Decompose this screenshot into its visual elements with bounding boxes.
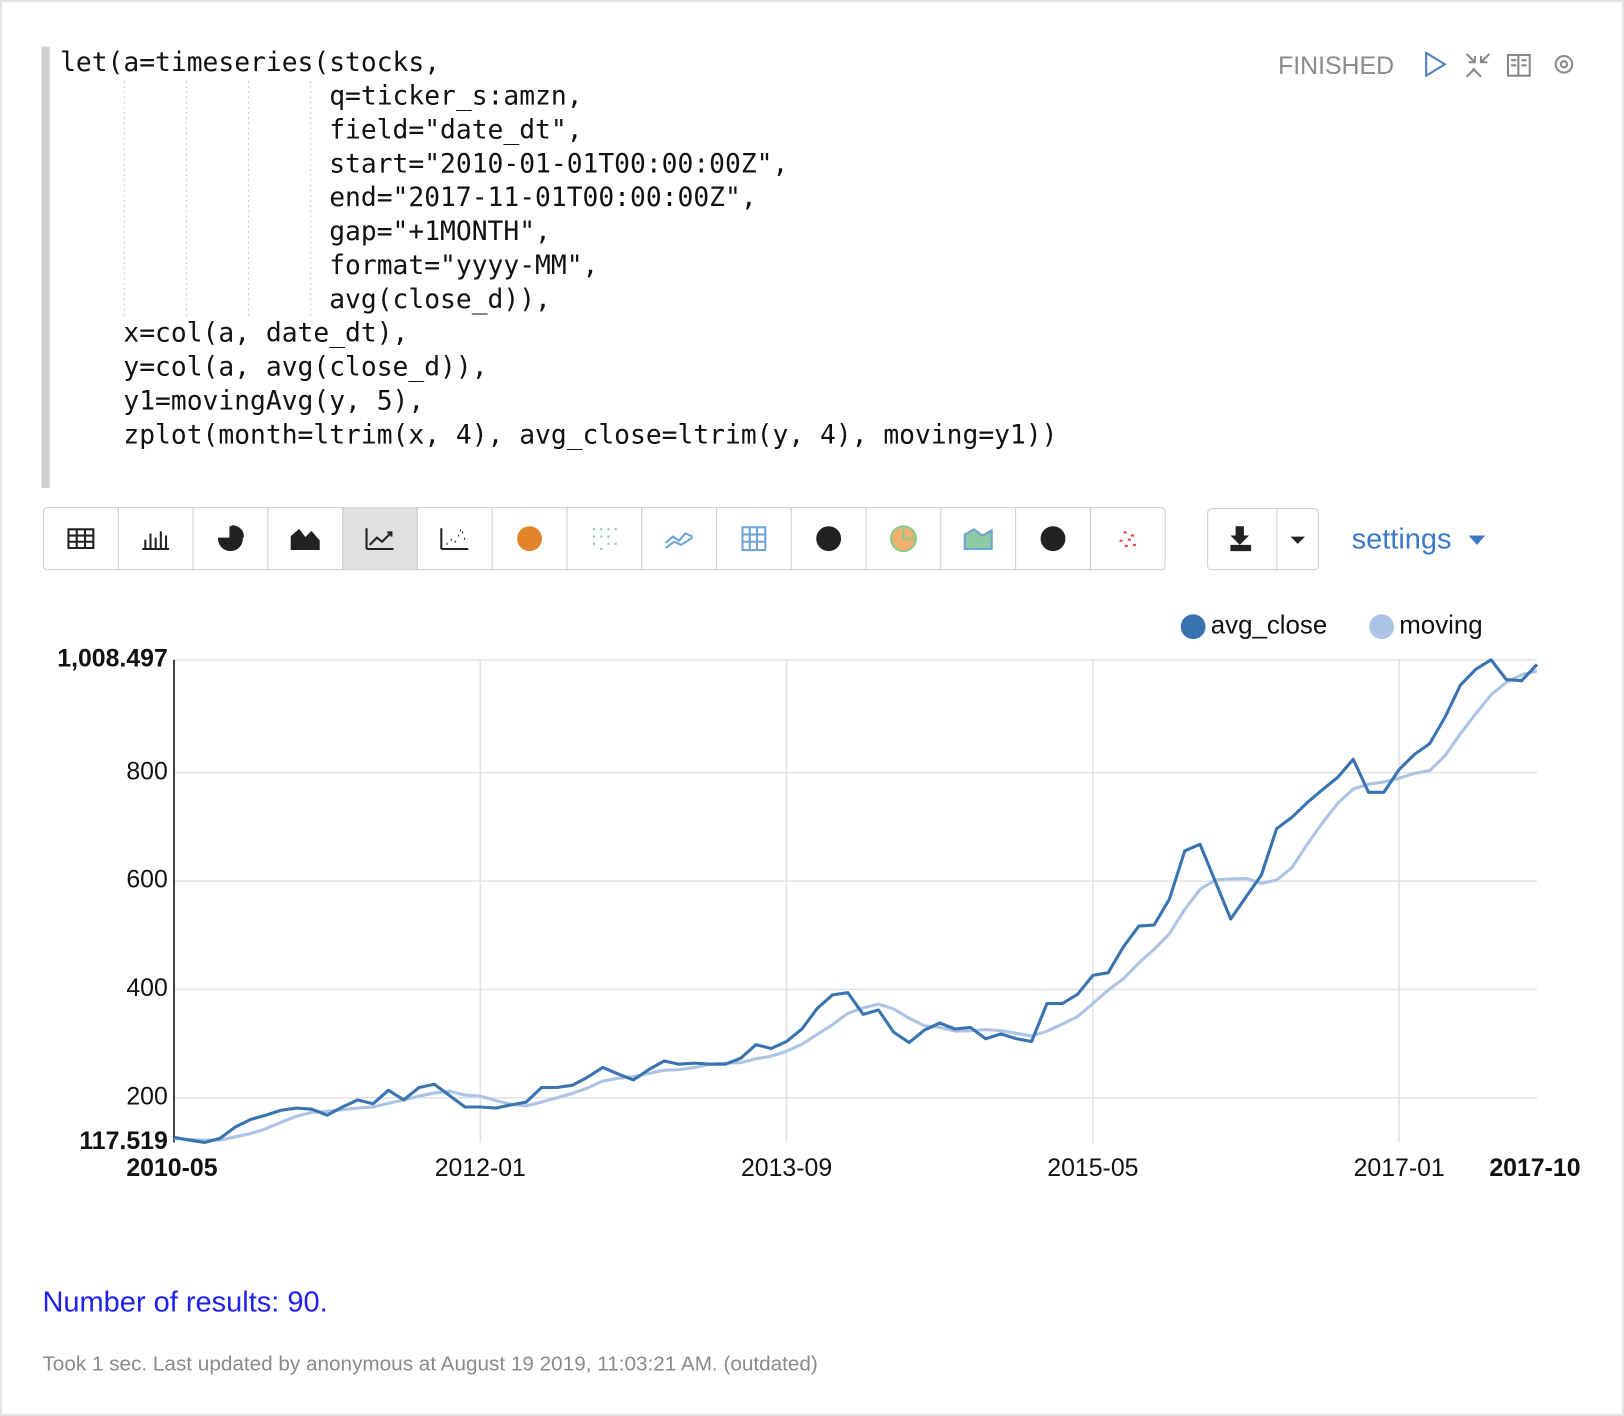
toolbar-icon xyxy=(741,526,767,552)
code-bar xyxy=(41,46,50,488)
line-chart: 117.519 200 400 600 800 1,008.497 2010-05 2012-… xyxy=(57,612,1580,1182)
toolbar-icon xyxy=(517,526,542,552)
toolbar-icon xyxy=(816,526,842,552)
toolbar-icon xyxy=(67,528,95,550)
collapse-button[interactable] xyxy=(1465,53,1491,78)
toolbar-button[interactable] xyxy=(44,508,119,570)
x-tick-label: 2015-05 xyxy=(1047,1155,1138,1182)
series-line xyxy=(173,658,1539,1145)
toolbar-icon xyxy=(664,532,694,549)
code-line: let(a=timeseries(stocks, xyxy=(60,48,440,78)
download-button[interactable] xyxy=(1207,508,1319,571)
toolbar-icon xyxy=(963,528,993,551)
settings-link[interactable]: settings xyxy=(1352,523,1452,555)
toolbar-icon xyxy=(890,525,917,553)
code-line: end="2017-11-01T00:00:00Z", xyxy=(60,183,757,213)
code-line: x=col(a, date_dt), xyxy=(60,319,408,349)
toolbar-icon xyxy=(440,528,469,551)
code-line: gap="+1MONTH", xyxy=(60,217,551,247)
code-line: avg(close_d)), xyxy=(60,285,551,315)
status: FINISHED xyxy=(1278,53,1394,80)
code-editor[interactable]: let(a=timeseries(stocks, q=ticker_s:amzn… xyxy=(60,48,1057,451)
toolbar-button[interactable] xyxy=(717,508,792,570)
y-tick-label: 200 xyxy=(126,1083,167,1110)
settings-caret[interactable] xyxy=(1468,535,1486,545)
footer: Took 1 sec. Last updated by anonymous at… xyxy=(42,1353,817,1376)
y-tick-label: 800 xyxy=(126,758,167,785)
legend-swatch[interactable] xyxy=(1369,614,1395,640)
toolbar-button[interactable] xyxy=(417,508,492,570)
code-line: y=col(a, avg(close_d)), xyxy=(60,353,487,383)
toolbar-frame xyxy=(42,507,1166,571)
toolbar-icon xyxy=(1040,526,1066,552)
toolbar-button-active[interactable] xyxy=(342,507,418,570)
toolbar-button[interactable] xyxy=(642,508,717,570)
series-line xyxy=(173,669,1538,1142)
toolbar-icon xyxy=(1119,531,1137,547)
toolbar-icon xyxy=(142,531,170,551)
code-line: q=ticker_s:amzn, xyxy=(60,82,582,112)
download-group xyxy=(1207,508,1319,571)
toolbar-icon xyxy=(290,528,320,551)
y-tick-label: 600 xyxy=(126,867,167,894)
toolbar-button[interactable] xyxy=(567,508,642,570)
x-tick-label: 2017-01 xyxy=(1354,1155,1445,1182)
y-tick-label: 1,008.497 xyxy=(57,645,168,672)
toolbar-icon xyxy=(592,528,617,551)
settings-gear[interactable] xyxy=(1554,54,1574,74)
code-line: start="2010-01-01T00:00:00Z", xyxy=(60,149,788,179)
x-tick-label: 2017-10 xyxy=(1489,1155,1580,1182)
x-tick-label: 2012-01 xyxy=(435,1155,526,1182)
x-tick-label: 2010-05 xyxy=(126,1155,217,1182)
book-button[interactable] xyxy=(1506,53,1531,77)
x-tick-label: 2013-09 xyxy=(741,1155,832,1182)
legend-swatch[interactable] xyxy=(1180,614,1206,640)
toolbar-icon xyxy=(365,528,394,551)
download-icon xyxy=(1230,526,1252,552)
results-count: Number of results: 90. xyxy=(42,1287,327,1319)
legend-label[interactable]: avg_close xyxy=(1211,612,1328,640)
code-line: format="yyyy-MM", xyxy=(60,251,598,281)
dropdown-caret[interactable] xyxy=(1290,536,1306,544)
paragraph-controls xyxy=(1425,51,1574,78)
y-tick-label: 400 xyxy=(126,975,167,1002)
run-button[interactable] xyxy=(1425,51,1447,78)
y-tick-label: 117.519 xyxy=(79,1128,167,1155)
legend-label[interactable]: moving xyxy=(1399,612,1482,640)
toolbar-icon xyxy=(218,525,244,552)
code-line: field="date_dt", xyxy=(60,116,582,146)
code-line: y1=movingAvg(y, 5), xyxy=(60,386,424,416)
code-line: zplot(month=ltrim(x, 4), avg_close=ltrim… xyxy=(60,420,1057,450)
chart-toolbar xyxy=(42,507,1166,571)
